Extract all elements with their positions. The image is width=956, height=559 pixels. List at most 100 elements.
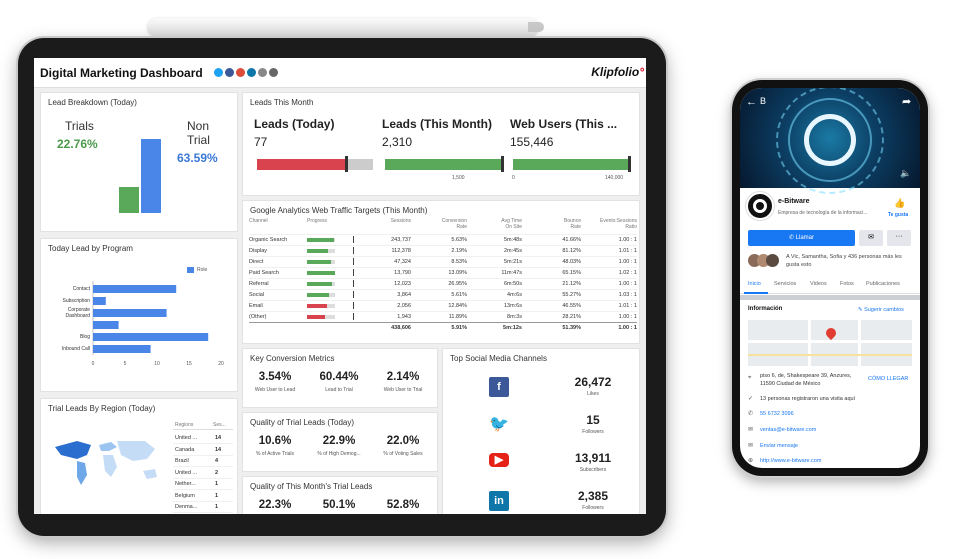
target-marker (353, 280, 354, 287)
total-ratio: 1.00 : 1 (618, 325, 637, 331)
bar[interactable] (93, 333, 209, 341)
like-thumb-icon[interactable]: 👍 (894, 198, 906, 208)
region-row[interactable]: United ... 14 (173, 433, 233, 444)
bar[interactable] (93, 309, 167, 317)
ratio-cell: 1.00 : 1 (618, 281, 637, 287)
region-row[interactable]: Denma... 1 (173, 502, 233, 513)
link-share-icon[interactable] (269, 68, 278, 77)
messenger-button[interactable]: ✉ (859, 230, 883, 246)
target-marker (353, 291, 354, 298)
tab-fotos[interactable]: Fotos (840, 281, 854, 287)
like-label[interactable]: Te gusta (888, 212, 909, 218)
twitter-icon[interactable]: 🐦 (489, 416, 509, 433)
table-row[interactable]: (Other) 1,943 11.89% 8m:3s 28.21% 1.00 : 1 (249, 311, 637, 322)
region-name: Canada (175, 446, 195, 453)
region-row[interactable]: Brazil 4 (173, 456, 233, 467)
page-avatar[interactable] (746, 192, 774, 220)
tab-servicios[interactable]: Servicios (774, 281, 797, 287)
location-map[interactable] (748, 320, 912, 366)
linkedin-share-icon[interactable] (247, 68, 256, 77)
phone-icon: ✆ (748, 411, 754, 417)
column-header[interactable]: Conversion Rate (441, 218, 467, 230)
call-button[interactable]: ✆ Llamar (748, 230, 855, 246)
bar[interactable] (93, 321, 119, 329)
region-row[interactable]: Nether... 1 (173, 479, 233, 490)
min-label: 0 (512, 175, 515, 181)
ratio-cell: 1.01 : 1 (618, 248, 637, 254)
sessions-cell: 47,324 (394, 259, 411, 265)
progress-fill (307, 260, 331, 264)
phone-screen: ← B ➦ 🔈 e-Bitware Empresa de tecnología … (740, 88, 920, 468)
region-panel: Trial Leads By Region (Today) Regions Ses… (40, 398, 238, 514)
target-marker (353, 313, 354, 320)
x-tick-label: 15 (186, 361, 192, 367)
page-name[interactable]: e-Bitware (778, 198, 810, 205)
column-header[interactable]: Events:Sessions Ratio (600, 218, 637, 230)
table-row[interactable]: Direct 47,324 8.53% 5m:21s 48.03% 1.00 : 1 (249, 256, 637, 267)
share-arrow-icon[interactable]: ➦ (902, 96, 912, 108)
leads-this-month-panel: Leads This Month Leads (Today) 77 Leads … (242, 92, 640, 196)
checkin-icon: ✓ (748, 396, 754, 402)
ratio-cell: 1.02 : 1 (618, 270, 637, 276)
linkedin-icon[interactable]: in (489, 491, 509, 511)
back-arrow-icon[interactable]: ← (746, 96, 757, 108)
metric-label: Leads (This Month) (382, 117, 492, 131)
total-bounce: 51.39% (562, 325, 581, 331)
email-share-icon[interactable] (258, 68, 267, 77)
kpi-value: 22.3% (258, 499, 292, 511)
bar[interactable] (93, 285, 177, 293)
search-field[interactable]: B (760, 96, 767, 106)
dashboard-header: Digital Marketing Dashboard Klipfolio° (34, 58, 646, 88)
mute-icon[interactable]: 🔈 (900, 168, 912, 178)
facebook-share-icon[interactable] (225, 68, 234, 77)
table-row[interactable]: Email 2,056 12.84% 13m:6s 46.55% 1.01 : 1 (249, 300, 637, 311)
column-header[interactable]: Bounce Rate (564, 218, 581, 230)
progress-bar (307, 304, 335, 308)
twitter-share-icon[interactable] (214, 68, 223, 77)
column-header[interactable]: Channel (249, 218, 268, 224)
tab-publicaciones[interactable]: Publicaciones (866, 281, 900, 287)
table-row[interactable]: Organic Search 243,737 5.63% 5m:48s 41.66% 1.… (249, 234, 637, 245)
progress-fill (307, 238, 334, 242)
googleplus-share-icon[interactable] (236, 68, 245, 77)
totals-row: 438,606 5.91% 5m:12s 51.39% 1.00 : 1 (249, 322, 637, 333)
column-header[interactable]: Avg Time On Site (501, 218, 522, 230)
sessions-cell: 13,790 (394, 270, 411, 276)
time-cell: 4m:6s (507, 292, 522, 298)
region-row[interactable]: Canada 14 (173, 445, 233, 456)
info-title: Información (748, 306, 783, 312)
table-row[interactable]: Social 3,864 5.61% 4m:6s 55.27% 1.03 : 1 (249, 289, 637, 300)
table-row[interactable]: Referral 12,023 26.95% 6m:50s 21.12% 1.00 : 1 (249, 278, 637, 289)
table-row[interactable]: Paid Search 13,790 13.09% 11m:47s 65.15% 1.02… (249, 267, 637, 278)
bar[interactable] (93, 345, 151, 353)
send-message-link[interactable]: Enviar mensaje (760, 443, 798, 449)
bar[interactable] (93, 297, 106, 305)
social-label: Subscribers (579, 467, 607, 473)
email-link[interactable]: ventas@e-bitware.com (760, 427, 817, 433)
ratio-cell: 1.00 : 1 (618, 259, 637, 265)
suggest-edits-link[interactable]: ✎ Sugerir cambios (858, 307, 904, 313)
directions-link[interactable]: CÓMO LLEGAR (868, 376, 909, 382)
legend-label: Role (197, 267, 208, 273)
table-row[interactable]: Display 112,378 2.19% 2m:45s 81.12% 1.01 : 1 (249, 245, 637, 256)
quality-today-panel: Quality of Trial Leads (Today) 10.6% % of… (242, 412, 438, 472)
youtube-icon[interactable]: ▶ (489, 453, 509, 467)
more-button[interactable]: ··· (887, 230, 911, 246)
progress-bar (307, 271, 335, 275)
conversion-panel: Key Conversion Metrics 3.54% Web User to … (242, 348, 438, 408)
tab-inicio[interactable]: Inicio (748, 281, 761, 287)
leads-today-bar (257, 159, 347, 170)
column-header[interactable]: Progress (307, 218, 328, 224)
phone-number-link[interactable]: 55 6732 3096 (760, 411, 794, 417)
region-row[interactable]: Belgium 1 (173, 491, 233, 502)
tab-videos[interactable]: Videos (810, 281, 827, 287)
website-link[interactable]: http://www.e-bitware.com (760, 458, 822, 464)
region-name: United ... (175, 435, 198, 441)
section-divider (740, 295, 920, 300)
channel-cell: Referral (249, 281, 269, 287)
region-row[interactable]: United ... 2 (173, 468, 233, 479)
column-header[interactable]: Ses... (213, 422, 226, 428)
column-header[interactable]: Regions (175, 422, 194, 428)
facebook-icon[interactable]: f (489, 377, 509, 397)
column-header[interactable]: Sessions (390, 218, 411, 224)
